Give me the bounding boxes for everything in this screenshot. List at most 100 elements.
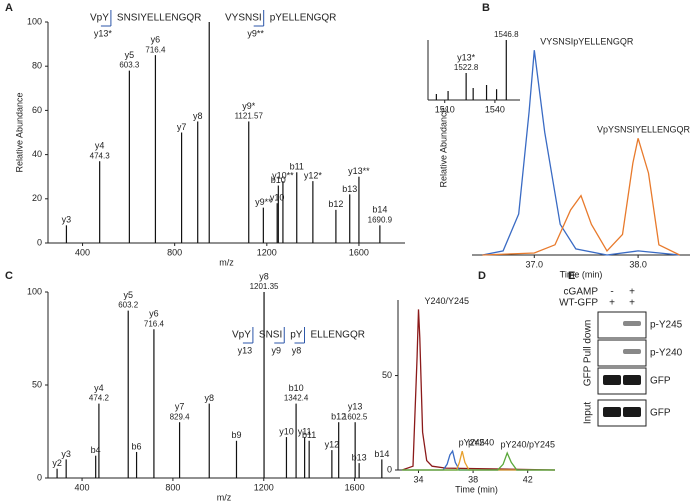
series-line <box>402 449 555 471</box>
y-tick-label: 0 <box>37 472 42 482</box>
series-label: VpYSNSIYELLENGQR <box>597 125 691 135</box>
series-line <box>401 309 556 471</box>
series-label: Y240/Y245 <box>424 296 469 306</box>
peak-ion-label: b10 <box>271 175 286 185</box>
peak-ion-label: b9 <box>231 430 241 440</box>
peak-mz-label: 1522.8 <box>454 63 479 72</box>
treatment-level: - <box>610 287 613 298</box>
peptide-part: SNSIYELLENGQR <box>117 13 201 24</box>
peak-ion-label: y13** <box>348 166 370 176</box>
peak-ion-label: b14 <box>374 449 389 459</box>
group-label: GFP Pull down <box>583 320 594 387</box>
peak-ion-label: y4 <box>94 383 104 393</box>
panel-letter: E <box>568 270 575 282</box>
peak-ion-label: y13 <box>348 402 363 412</box>
fragment-ion: y13 <box>238 345 253 355</box>
y-tick-label: 0 <box>37 237 42 247</box>
x-axis-label: Time (min) <box>455 484 498 494</box>
peak-mz-label: 1121.57 <box>235 112 264 121</box>
row-label: p-Y240 <box>650 348 683 359</box>
y-tick-label: 100 <box>27 16 42 26</box>
peptide-part: pYELLENGQR <box>270 13 337 24</box>
y-tick-label: 60 <box>32 105 42 115</box>
y-axis-label: Relative Abundance <box>14 92 24 172</box>
peak-ion-label: y11 <box>298 426 312 436</box>
peak-ion-label: b14 <box>372 205 387 215</box>
peak-ion-label: y4 <box>95 141 105 151</box>
series-line <box>482 50 680 256</box>
series-label: pY240 <box>468 437 494 447</box>
peak-mz-label: 474.2 <box>89 394 110 403</box>
treatment-name: WT-GFP <box>559 298 598 309</box>
peak-ion-label: y9* <box>242 101 256 111</box>
peak-ion-label: b11 <box>290 162 304 172</box>
fragment-ion: y9** <box>247 28 264 38</box>
y-axis-label: Relative Abundance <box>438 107 448 187</box>
blot-band <box>603 407 621 417</box>
peak-ion-label: y10 <box>279 426 294 436</box>
peak-ion-label: y6 <box>149 309 159 319</box>
peptide-part: VpY <box>90 13 109 24</box>
peak-ion-label: y12 <box>325 439 340 449</box>
x-tick-label: 800 <box>165 482 180 492</box>
blot-band <box>623 349 641 354</box>
series-label: pY240/pY245 <box>500 439 555 449</box>
peptide-part: ELLENGQR <box>310 330 364 341</box>
x-tick-label: 1600 <box>345 482 365 492</box>
y-tick-label: 100 <box>27 286 42 296</box>
y-tick-label: 50 <box>382 370 392 380</box>
peak-mz-label: 716.4 <box>145 45 166 54</box>
x-tick-label: 38 <box>468 474 478 484</box>
y-tick-label: 40 <box>32 149 42 159</box>
series-line <box>482 138 680 256</box>
fragment-ion: y9 <box>271 345 281 355</box>
peak-mz-label: 1690.9 <box>368 215 393 224</box>
x-tick-label: 400 <box>75 482 90 492</box>
peak-ion-label: y10** <box>272 170 294 180</box>
peak-ion-label: y7 <box>175 402 185 412</box>
y-tick-label: 20 <box>32 193 42 203</box>
y-tick-label: 80 <box>32 61 42 71</box>
x-axis-label: m/z <box>219 257 234 267</box>
peptide-part: SNSI <box>259 330 282 341</box>
x-axis-label: m/z <box>217 492 232 501</box>
peak-ion-label: y9** <box>255 197 272 207</box>
peak-mz-label: 716.4 <box>144 319 165 328</box>
series-label: VYSNSIpYELLENGQR <box>540 37 634 47</box>
treatment-level: + <box>609 298 615 309</box>
x-tick-label: 1540 <box>485 104 505 114</box>
x-tick-label: 800 <box>167 247 182 257</box>
series-line <box>402 450 555 471</box>
panel-letter: A <box>5 2 13 14</box>
peak-ion-label: y5 <box>125 50 135 60</box>
peak-ion-label: y5 <box>123 290 133 300</box>
peak-ion-label: b12 <box>328 199 343 209</box>
peak-mz-label: 1342.4 <box>284 394 309 403</box>
treatment-level: + <box>629 298 635 309</box>
peak-ion-label: y2 <box>52 458 62 468</box>
group-label: Input <box>583 402 594 424</box>
blot-band <box>603 375 621 385</box>
peak-ion-label: b6 <box>132 441 142 451</box>
blot-band <box>623 407 641 417</box>
peak-ion-label: y10 <box>270 193 285 203</box>
x-tick-label: 38.0 <box>629 259 647 269</box>
x-tick-label: 1200 <box>257 247 277 257</box>
y-tick-label: 50 <box>32 379 42 389</box>
peptide-part: VpY <box>232 330 251 341</box>
peak-mz-label: 1546.8 <box>494 30 519 39</box>
treatment-name: cGAMP <box>564 287 599 298</box>
x-tick-label: 34 <box>413 474 423 484</box>
peak-mz-label: 1201.35 <box>250 282 279 291</box>
fragment-ion: y13* <box>94 28 113 38</box>
treatment-level: + <box>629 287 635 298</box>
panel-letter: D <box>478 270 486 282</box>
x-axis-label: Time (min) <box>560 269 603 279</box>
peak-ion-label: b4 <box>91 445 101 455</box>
peak-ion-label: b11 <box>302 430 316 440</box>
series-label: pY245 <box>459 437 485 447</box>
x-tick-label: 1200 <box>254 482 274 492</box>
blot-band <box>623 321 641 326</box>
row-label: GFP <box>650 408 671 419</box>
panel-letter: C <box>5 270 13 282</box>
